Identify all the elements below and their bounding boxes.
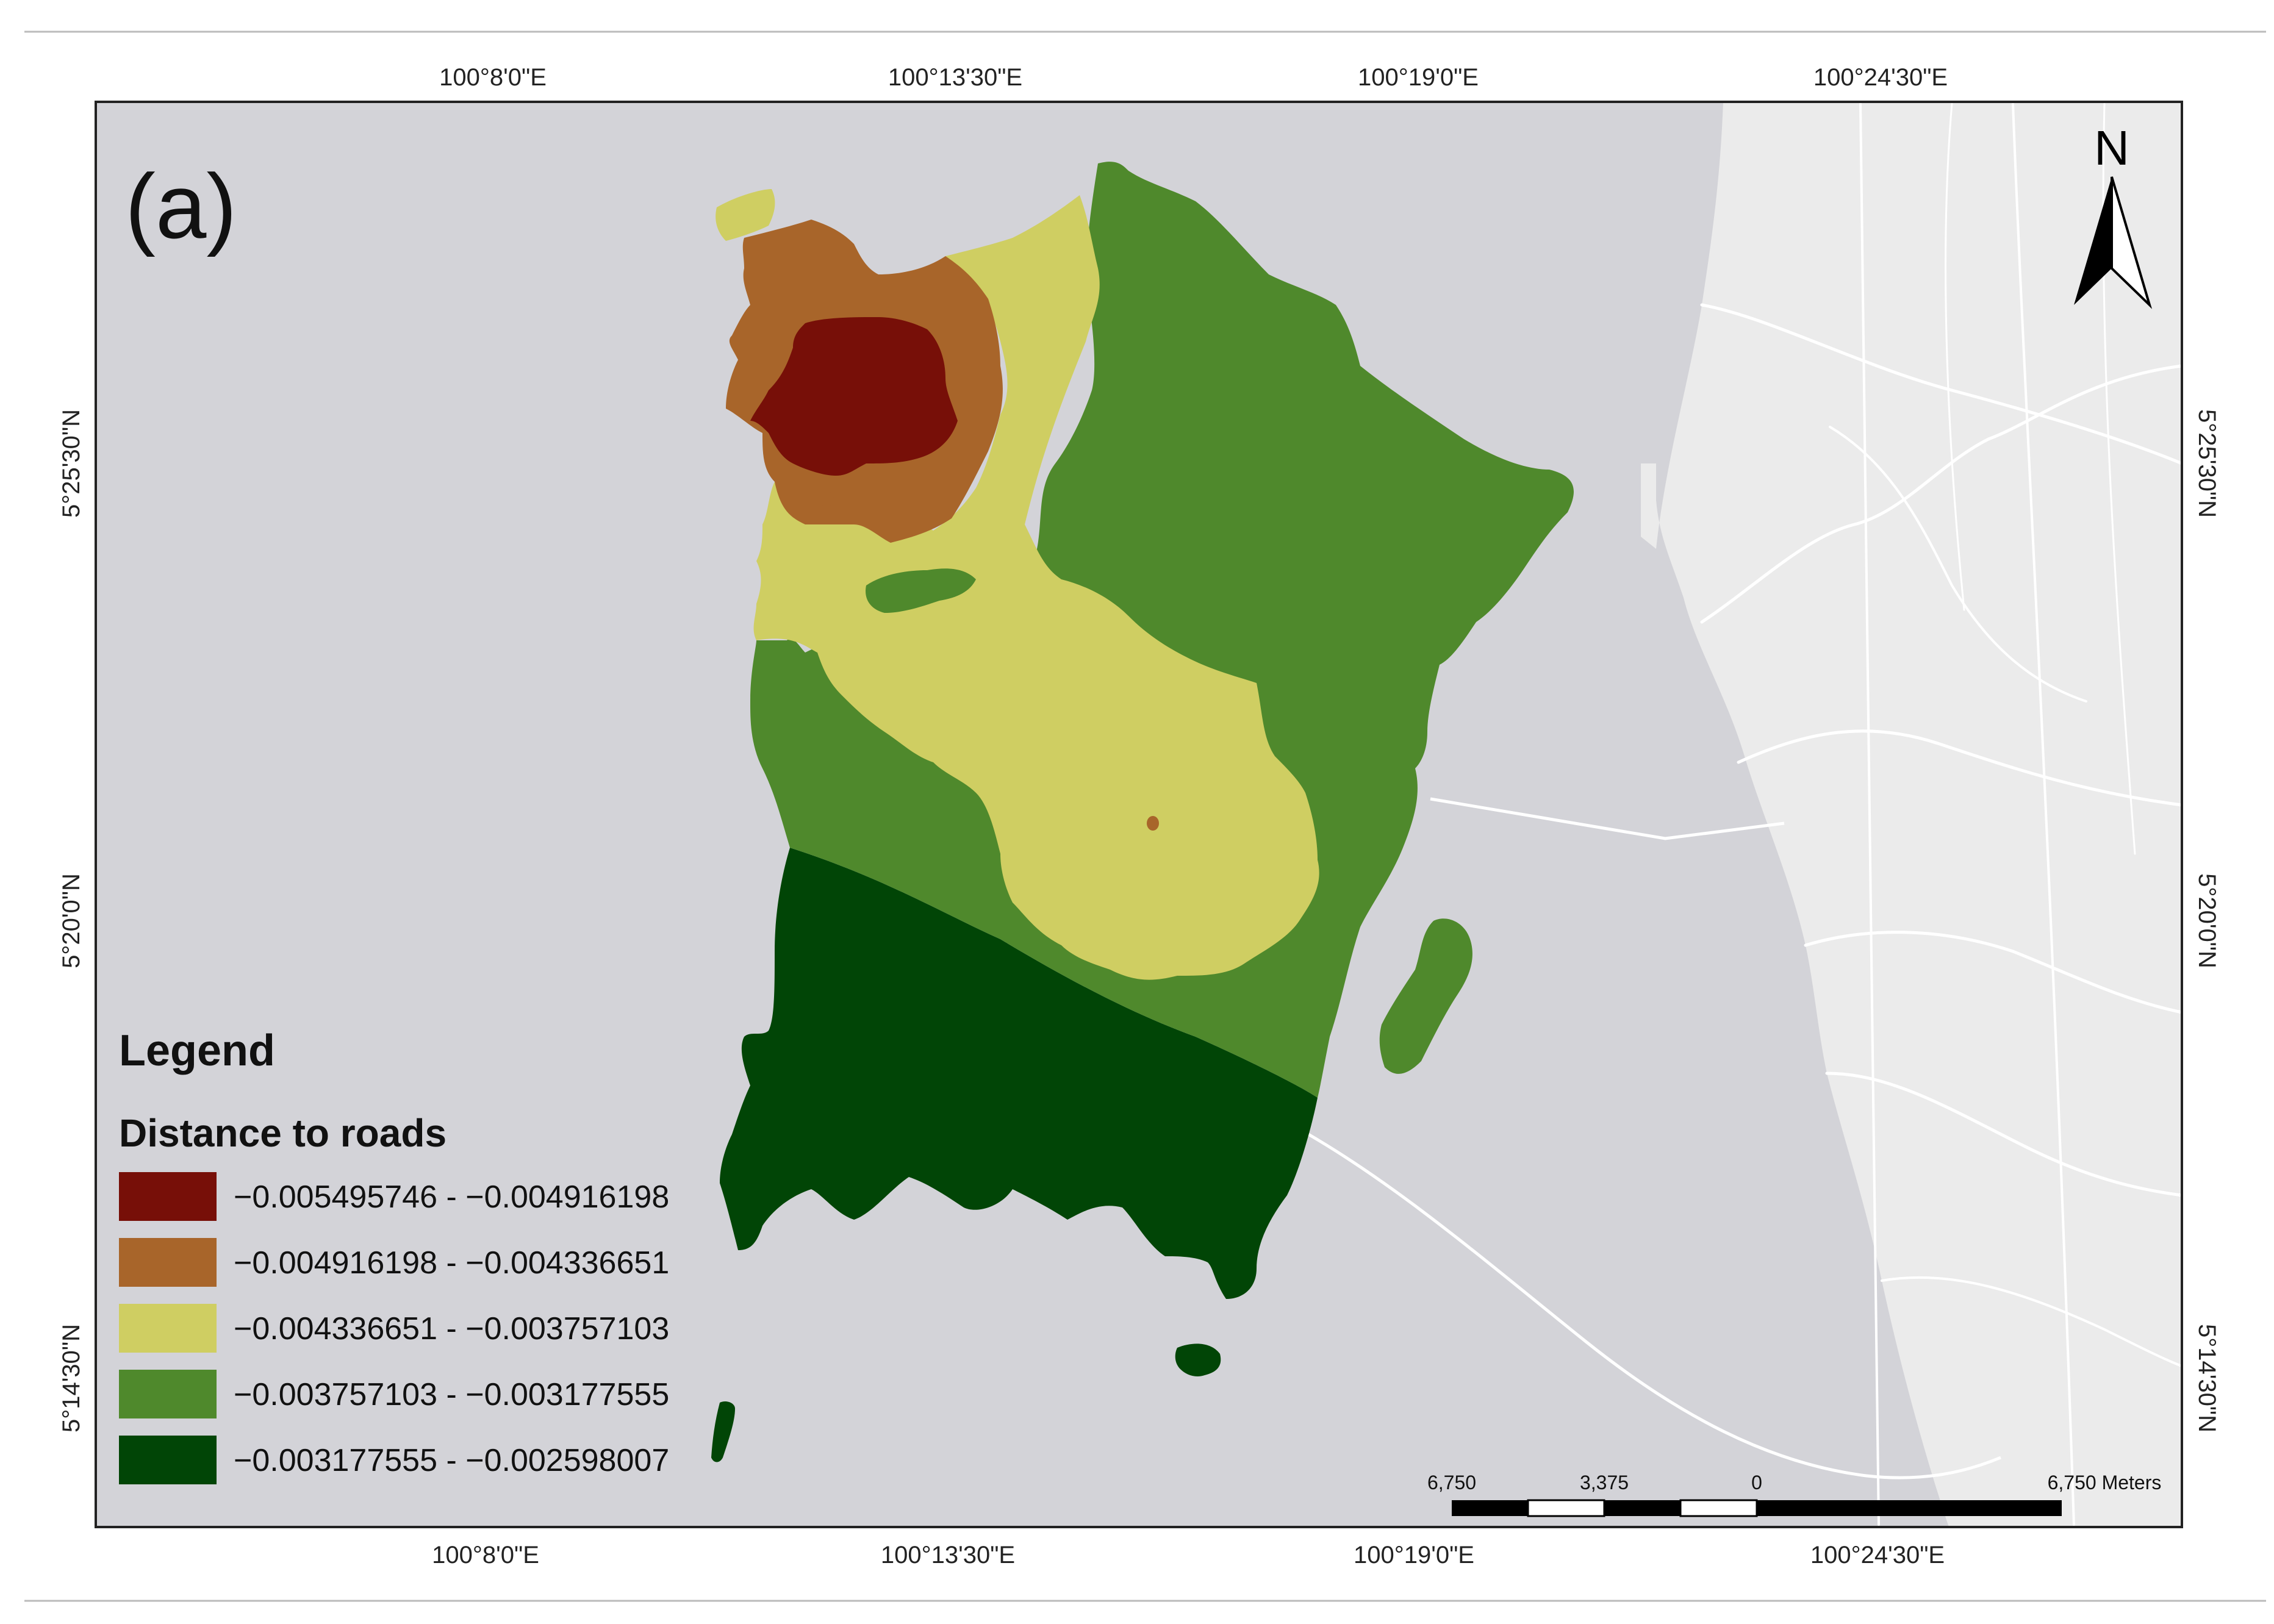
legend-class-1: −0.005495746 - −0.004916198: [119, 1172, 669, 1221]
legend-label-5: −0.003177555 - −0.002598007: [234, 1443, 669, 1478]
zone-class-5-islet-west: [711, 1401, 735, 1462]
legend-swatch-2: [119, 1238, 217, 1287]
legend-swatch-1: [119, 1172, 217, 1221]
bottom-coord-1: 100°8'0"E: [432, 1542, 539, 1569]
left-coord-1: 5°25'30"N: [58, 409, 85, 518]
penang-bridge: [1430, 797, 1785, 840]
second-penang-bridge: [1307, 1132, 2001, 1479]
map-frame: [95, 101, 2183, 1528]
right-coord-1: 5°25'30"N: [2193, 409, 2220, 518]
scale-label-3: 0: [1751, 1472, 1762, 1493]
top-coordinate-labels: 100°8'0"E 100°13'30"E 100°19'0"E 100°24'…: [439, 64, 1948, 91]
mainland-area: [1641, 102, 2182, 1527]
legend-swatch-5: [119, 1436, 217, 1484]
left-coord-2: 5°20'0"N: [58, 873, 85, 968]
top-coord-2: 100°13'30"E: [888, 64, 1022, 91]
right-coordinate-labels: 5°25'30"N 5°20'0"N 5°14'30"N: [2193, 409, 2220, 1433]
legend-title: Legend: [119, 1026, 275, 1075]
bottom-coord-2: 100°13'30"E: [881, 1542, 1015, 1569]
legend-swatch-4: [119, 1370, 217, 1418]
top-coord-1: 100°8'0"E: [439, 64, 547, 91]
zone-class-3-islet: [716, 189, 775, 241]
legend-swatch-3: [119, 1304, 217, 1353]
legend-class-5: −0.003177555 - −0.002598007: [119, 1436, 669, 1484]
zone-class-1-spot: [819, 492, 834, 506]
north-label: N: [2094, 121, 2129, 175]
legend-label-4: −0.003757103 - −0.003177555: [234, 1377, 669, 1412]
scale-label-4: 6,750 Meters: [2048, 1472, 2162, 1493]
legend-class-2: −0.004916198 - −0.004336651: [119, 1238, 669, 1287]
legend-label-2: −0.004916198 - −0.004336651: [234, 1245, 669, 1281]
top-coord-3: 100°19'0"E: [1358, 64, 1479, 91]
legend: Legend Distance to roads −0.005495746 - …: [119, 1026, 669, 1484]
zone-class-3: [753, 195, 1319, 980]
right-coord-2: 5°20'0"N: [2193, 873, 2220, 968]
scale-bar: 6,750 3,375 0 6,750 Meters: [1427, 1472, 2162, 1517]
zone-class-4: [750, 162, 1574, 1098]
legend-label-3: −0.004336651 - −0.003757103: [234, 1311, 669, 1347]
zone-class-5: [720, 848, 1318, 1299]
legend-class-3: −0.004336651 - −0.003757103: [119, 1304, 669, 1353]
left-coord-3: 5°14'30"N: [58, 1324, 85, 1433]
zone-class-4-lake: [866, 568, 976, 613]
legend-label-1: −0.005495746 - −0.004916198: [234, 1179, 669, 1215]
legend-subtitle: Distance to roads: [119, 1111, 447, 1155]
top-coord-4: 100°24'30"E: [1813, 64, 1948, 91]
scale-label-2: 3,375: [1580, 1472, 1629, 1493]
bottom-coord-4: 100°24'30"E: [1810, 1542, 1945, 1569]
left-coordinate-labels: 5°25'30"N 5°20'0"N 5°14'30"N: [58, 409, 85, 1433]
bottom-coordinate-labels: 100°8'0"E 100°13'30"E 100°19'0"E 100°24'…: [432, 1542, 1945, 1569]
zone-class-5-islet-south: [1175, 1343, 1221, 1376]
zone-class-2-spot: [1147, 816, 1159, 831]
bottom-coord-3: 100°19'0"E: [1354, 1542, 1474, 1569]
legend-class-4: −0.003757103 - −0.003177555: [119, 1370, 669, 1418]
scale-label-1: 6,750: [1427, 1472, 1476, 1493]
mainland-road-network: [1700, 102, 2184, 1526]
north-arrow-icon: N: [2074, 121, 2153, 309]
panel-label: (a): [125, 155, 237, 257]
zone-class-4-island: [1379, 918, 1472, 1074]
zone-class-1: [750, 317, 958, 476]
right-coord-3: 5°14'30"N: [2193, 1324, 2220, 1433]
